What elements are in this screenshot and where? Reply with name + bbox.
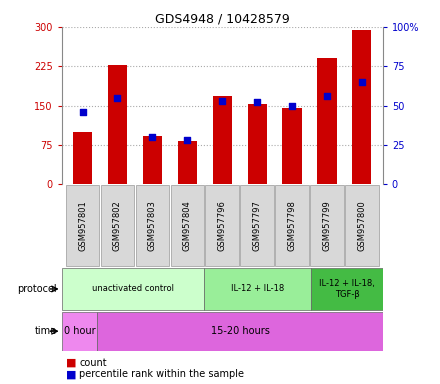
Text: GSM957799: GSM957799 [323, 200, 331, 251]
FancyBboxPatch shape [310, 185, 344, 266]
Text: count: count [79, 358, 107, 368]
Text: GSM957804: GSM957804 [183, 200, 192, 251]
Text: GSM957796: GSM957796 [218, 200, 227, 251]
FancyBboxPatch shape [312, 268, 383, 310]
FancyBboxPatch shape [205, 185, 239, 266]
FancyBboxPatch shape [204, 268, 312, 310]
FancyBboxPatch shape [62, 268, 204, 310]
Text: GSM957797: GSM957797 [253, 200, 262, 251]
Text: GSM957802: GSM957802 [113, 200, 122, 251]
Bar [352, 30, 371, 184]
FancyBboxPatch shape [171, 185, 204, 266]
Point [219, 98, 226, 104]
Bar [108, 65, 127, 184]
Title: GDS4948 / 10428579: GDS4948 / 10428579 [155, 13, 290, 26]
FancyBboxPatch shape [240, 185, 274, 266]
FancyBboxPatch shape [97, 312, 383, 351]
Point [253, 99, 260, 106]
Bar [213, 96, 232, 184]
Text: 0 hour: 0 hour [64, 326, 95, 336]
FancyBboxPatch shape [66, 185, 99, 266]
Text: GSM957800: GSM957800 [357, 200, 367, 251]
Text: protocol: protocol [18, 284, 57, 294]
Point [114, 95, 121, 101]
Text: time: time [35, 326, 57, 336]
Point [289, 103, 296, 109]
Text: unactivated control: unactivated control [92, 285, 174, 293]
Point [323, 93, 330, 99]
FancyBboxPatch shape [136, 185, 169, 266]
FancyBboxPatch shape [62, 312, 97, 351]
Text: 15-20 hours: 15-20 hours [211, 326, 269, 336]
Bar [317, 58, 337, 184]
Bar [248, 104, 267, 184]
Text: IL-12 + IL-18: IL-12 + IL-18 [231, 285, 285, 293]
Bar [178, 141, 197, 184]
FancyBboxPatch shape [101, 185, 134, 266]
Text: GSM957803: GSM957803 [148, 200, 157, 251]
Point [79, 109, 86, 115]
FancyBboxPatch shape [275, 185, 309, 266]
Point [149, 134, 156, 140]
Point [184, 137, 191, 143]
Text: ■: ■ [66, 369, 77, 379]
Text: ■: ■ [66, 358, 77, 368]
Text: GSM957801: GSM957801 [78, 200, 87, 251]
FancyBboxPatch shape [345, 185, 378, 266]
Bar [73, 132, 92, 184]
Text: percentile rank within the sample: percentile rank within the sample [79, 369, 244, 379]
Point [358, 79, 365, 85]
Text: GSM957798: GSM957798 [287, 200, 297, 251]
Text: IL-12 + IL-18,
TGF-β: IL-12 + IL-18, TGF-β [319, 279, 375, 299]
Bar [282, 108, 302, 184]
Bar [143, 136, 162, 184]
